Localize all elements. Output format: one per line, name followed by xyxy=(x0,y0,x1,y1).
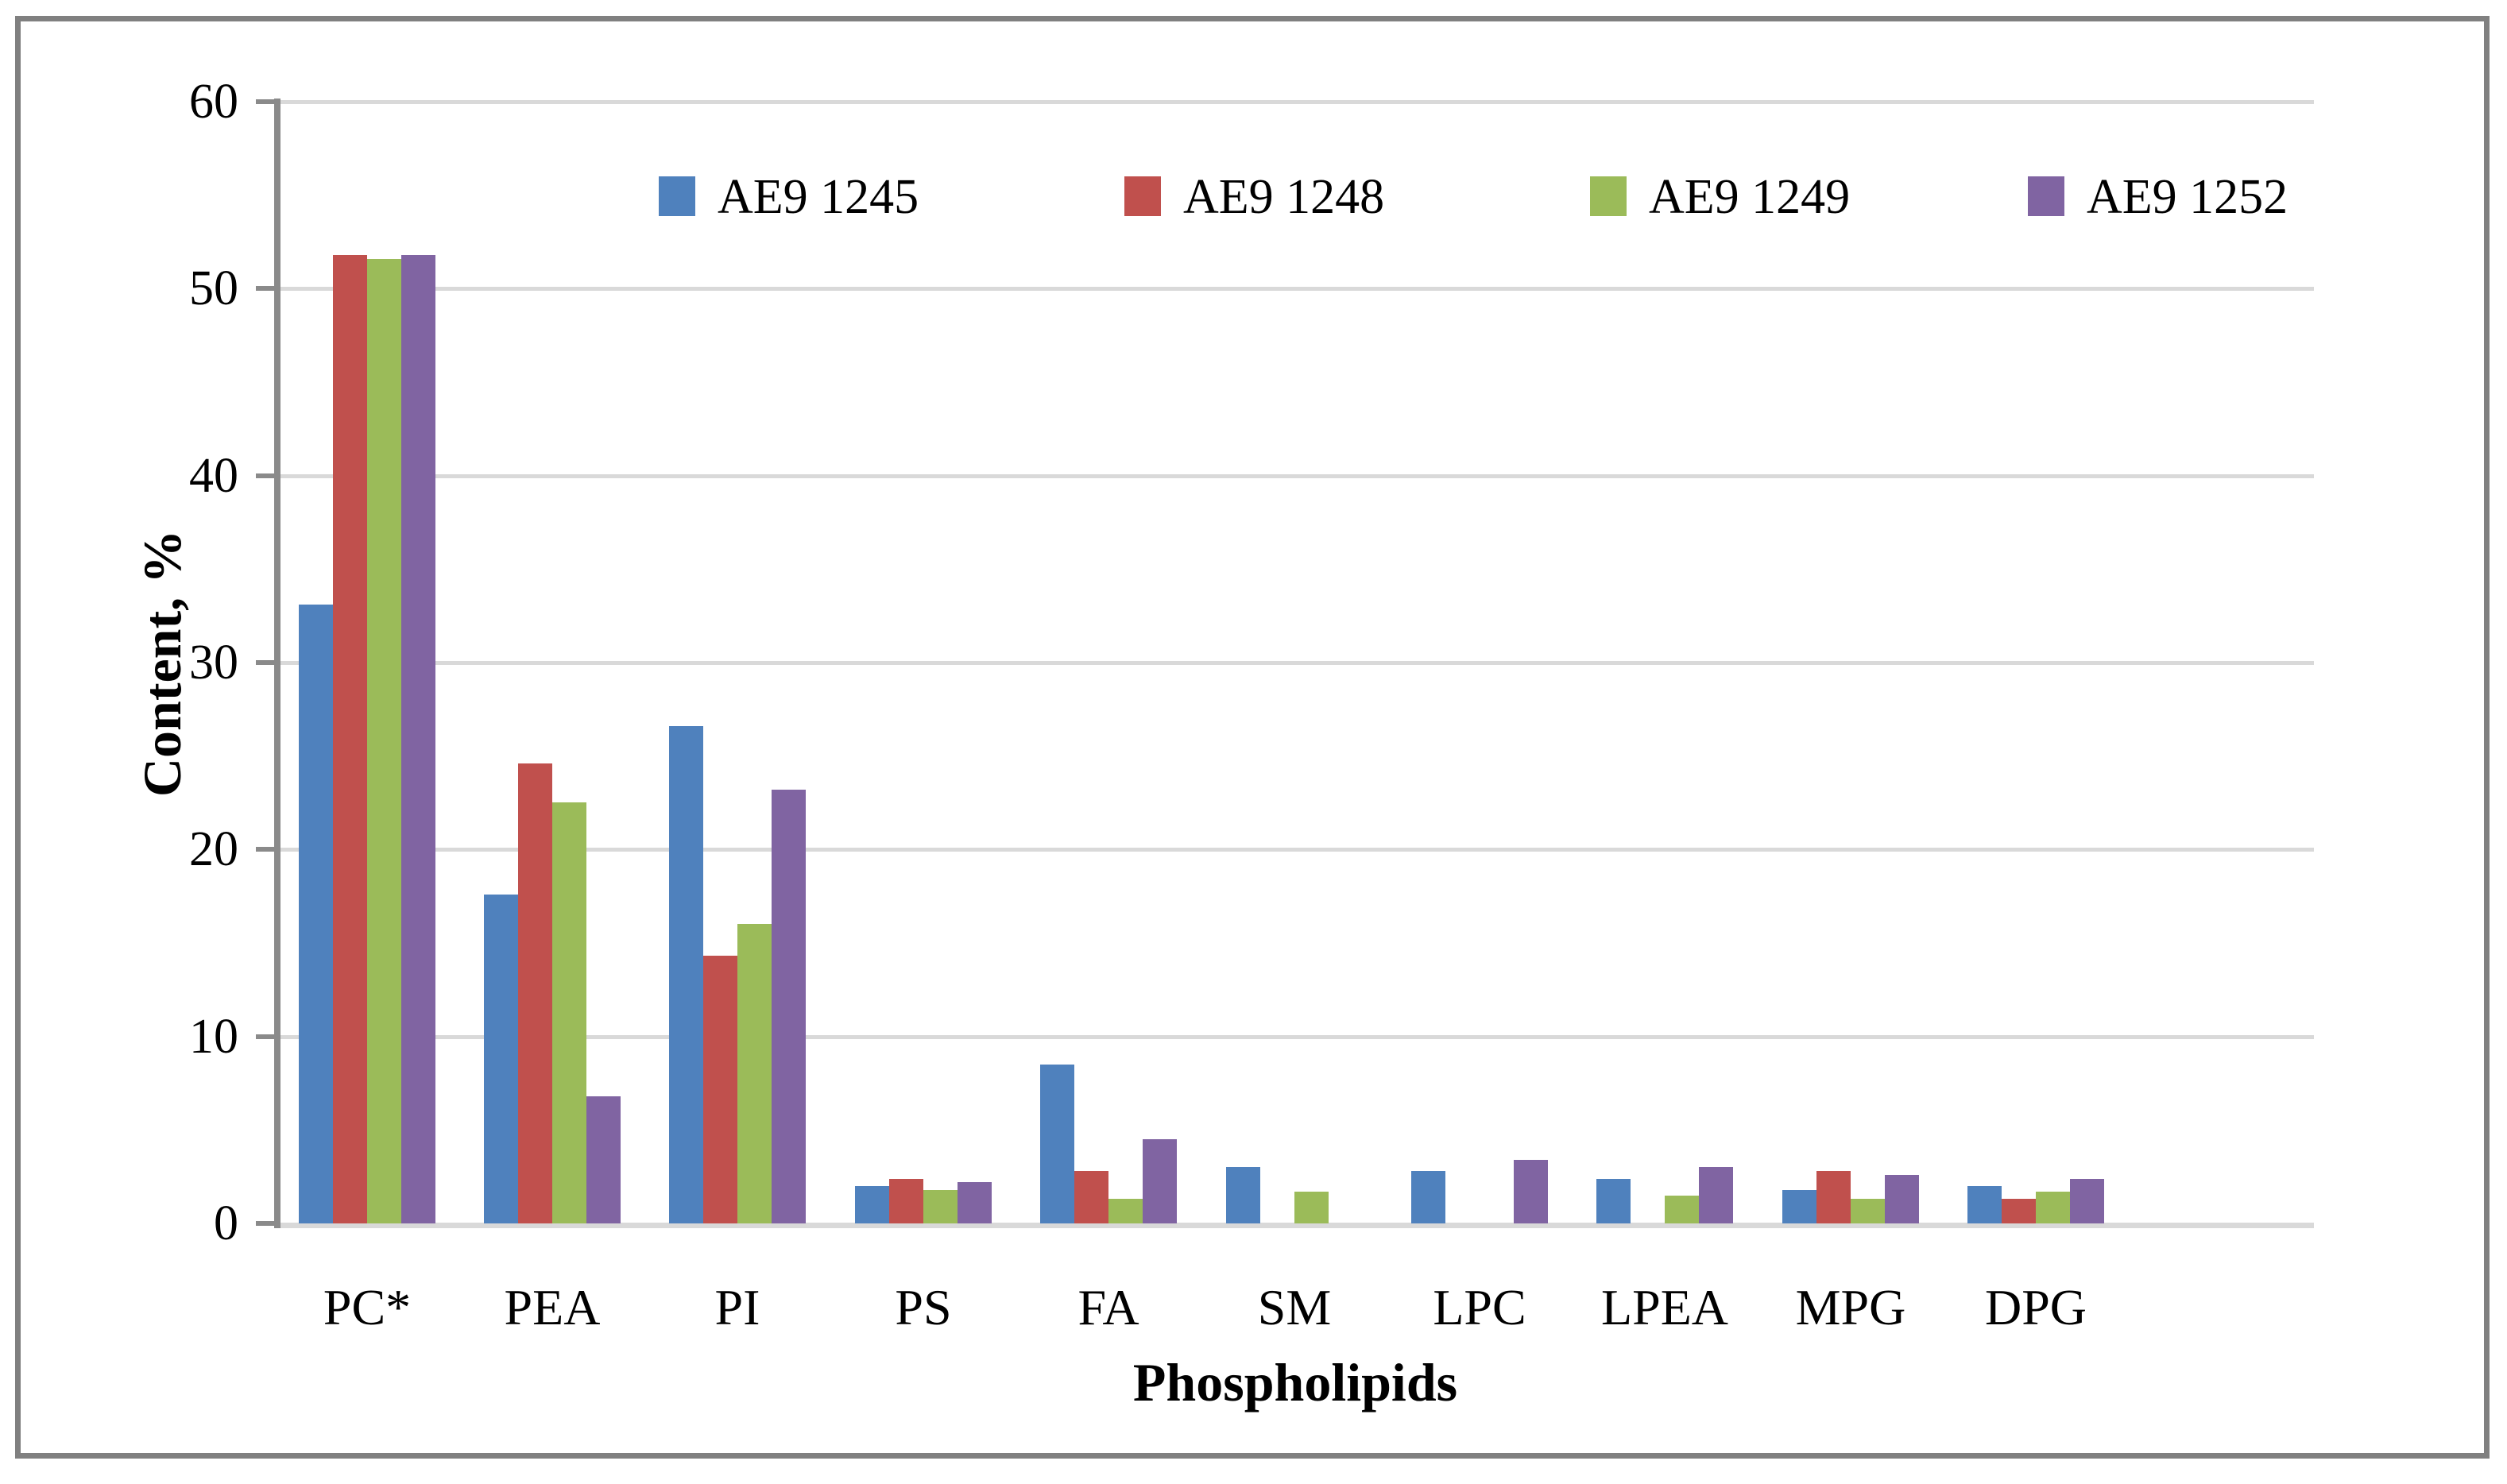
bar-PI-AE9-1248 xyxy=(703,956,737,1223)
y-tick-label-60: 60 xyxy=(189,75,238,129)
bar-PS-AE9-1252 xyxy=(958,1182,992,1223)
x-axis-title: Phospholipids xyxy=(1132,1352,1458,1413)
bar-PS-AE9-1248 xyxy=(889,1179,923,1223)
bar-MPG-AE9-1245 xyxy=(1782,1190,1816,1223)
bar-DPG-AE9-1252 xyxy=(2070,1179,2104,1223)
bar-PS-AE9-1249 xyxy=(923,1190,958,1223)
bar-FA-AE9-1249 xyxy=(1108,1199,1143,1223)
y-tick-label-10: 10 xyxy=(189,1009,238,1064)
bar-PI-AE9-1245 xyxy=(669,726,703,1223)
bar-PC-AE9-1252 xyxy=(401,255,435,1223)
bar-PC-AE9-1245 xyxy=(299,605,333,1223)
legend-label-AE9-1252: AE9 1252 xyxy=(2087,170,2288,224)
x-category-label-PS: PS xyxy=(895,1279,952,1335)
x-category-label-MPG: MPG xyxy=(1795,1279,1906,1335)
x-category-label-LPC: LPC xyxy=(1433,1279,1526,1335)
gridline-40 xyxy=(280,473,2314,478)
legend-label-AE9-1245: AE9 1245 xyxy=(718,170,919,224)
y-tick-label-40: 40 xyxy=(189,448,238,503)
legend-swatch-AE9-1245 xyxy=(659,176,695,216)
bar-PEA-AE9-1248 xyxy=(518,763,552,1223)
legend-swatch-AE9-1249 xyxy=(1590,176,1627,216)
gridline-20 xyxy=(280,848,2314,852)
y-tick-mark-40 xyxy=(256,473,277,478)
bar-PEA-AE9-1245 xyxy=(484,895,518,1223)
y-tick-mark-0 xyxy=(256,1221,277,1226)
legend-swatch-AE9-1248 xyxy=(1124,176,1161,216)
figure-border xyxy=(15,16,2490,1459)
bar-DPG-AE9-1245 xyxy=(1967,1186,2002,1223)
y-tick-label-20: 20 xyxy=(189,822,238,877)
x-category-label-DPG: DPG xyxy=(1984,1279,2087,1335)
bar-FA-AE9-1252 xyxy=(1143,1139,1177,1223)
bar-LPEA-AE9-1252 xyxy=(1699,1167,1733,1223)
y-tick-mark-20 xyxy=(256,847,277,852)
bar-PC-AE9-1249 xyxy=(367,259,401,1223)
bar-LPEA-AE9-1245 xyxy=(1596,1179,1631,1223)
x-axis-baseline xyxy=(274,1223,2314,1228)
y-tick-mark-10 xyxy=(256,1034,277,1039)
bar-FA-AE9-1248 xyxy=(1074,1171,1108,1223)
bar-DPG-AE9-1248 xyxy=(2002,1199,2036,1223)
x-category-label-FA: FA xyxy=(1077,1279,1139,1335)
bar-LPC-AE9-1245 xyxy=(1411,1171,1445,1223)
y-axis-line xyxy=(274,99,280,1228)
bar-SM-AE9-1249 xyxy=(1294,1192,1329,1223)
gridline-50 xyxy=(280,287,2314,292)
x-category-label-PEA: PEA xyxy=(504,1279,601,1335)
bar-PC-AE9-1248 xyxy=(333,255,367,1223)
y-tick-label-30: 30 xyxy=(189,636,238,690)
y-tick-label-50: 50 xyxy=(189,261,238,316)
bar-PI-AE9-1252 xyxy=(772,790,806,1223)
x-category-label-SM: SM xyxy=(1257,1279,1332,1335)
gridline-10 xyxy=(280,1034,2314,1039)
bar-MPG-AE9-1248 xyxy=(1816,1171,1851,1223)
gridline-60 xyxy=(280,100,2314,104)
bar-PEA-AE9-1252 xyxy=(586,1096,621,1223)
y-tick-mark-30 xyxy=(256,660,277,665)
bar-FA-AE9-1245 xyxy=(1040,1065,1074,1223)
gridline-30 xyxy=(280,661,2314,665)
legend-label-AE9-1248: AE9 1248 xyxy=(1183,170,1385,224)
legend-swatch-AE9-1252 xyxy=(2028,176,2064,216)
y-tick-label-0: 0 xyxy=(214,1196,238,1250)
y-tick-mark-60 xyxy=(256,99,277,104)
legend-label-AE9-1249: AE9 1249 xyxy=(1649,170,1851,224)
x-category-label-PI: PI xyxy=(714,1279,760,1335)
x-category-label-LPEA: LPEA xyxy=(1601,1279,1728,1335)
x-category-label-PC: PC* xyxy=(323,1279,412,1335)
bar-PI-AE9-1249 xyxy=(737,924,772,1223)
bar-MPG-AE9-1252 xyxy=(1885,1175,1919,1223)
bar-PEA-AE9-1249 xyxy=(552,802,586,1223)
bar-DPG-AE9-1249 xyxy=(2036,1192,2070,1223)
bar-PS-AE9-1245 xyxy=(855,1186,889,1223)
bar-LPC-AE9-1252 xyxy=(1514,1160,1548,1223)
bar-SM-AE9-1245 xyxy=(1226,1167,1260,1223)
y-axis-title: Content, % xyxy=(132,529,192,798)
bar-MPG-AE9-1249 xyxy=(1851,1199,1885,1223)
y-tick-mark-50 xyxy=(256,286,277,292)
bar-LPEA-AE9-1249 xyxy=(1665,1196,1699,1223)
